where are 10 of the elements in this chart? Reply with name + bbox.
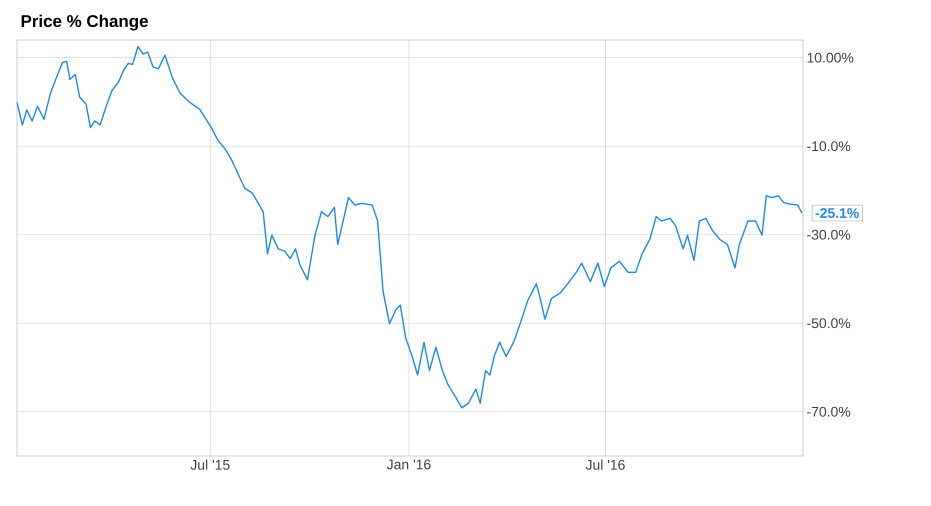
x-tick-label: Jul '16 — [586, 460, 625, 470]
y-tick-label: -70.0% — [807, 406, 850, 417]
y-tick-label: -30.0% — [807, 230, 850, 240]
y-tick-label: 10.00% — [808, 52, 854, 63]
chart-title: Price % Change — [22, 14, 148, 31]
x-tick-label: Jan '16 — [386, 460, 431, 470]
annotation: -25.1% — [816, 208, 859, 218]
y-tick-label: -10.0% — [807, 141, 850, 152]
x-tick-label: Jul '15 — [190, 460, 230, 470]
y-tick-label: -50.0% — [807, 318, 850, 328]
